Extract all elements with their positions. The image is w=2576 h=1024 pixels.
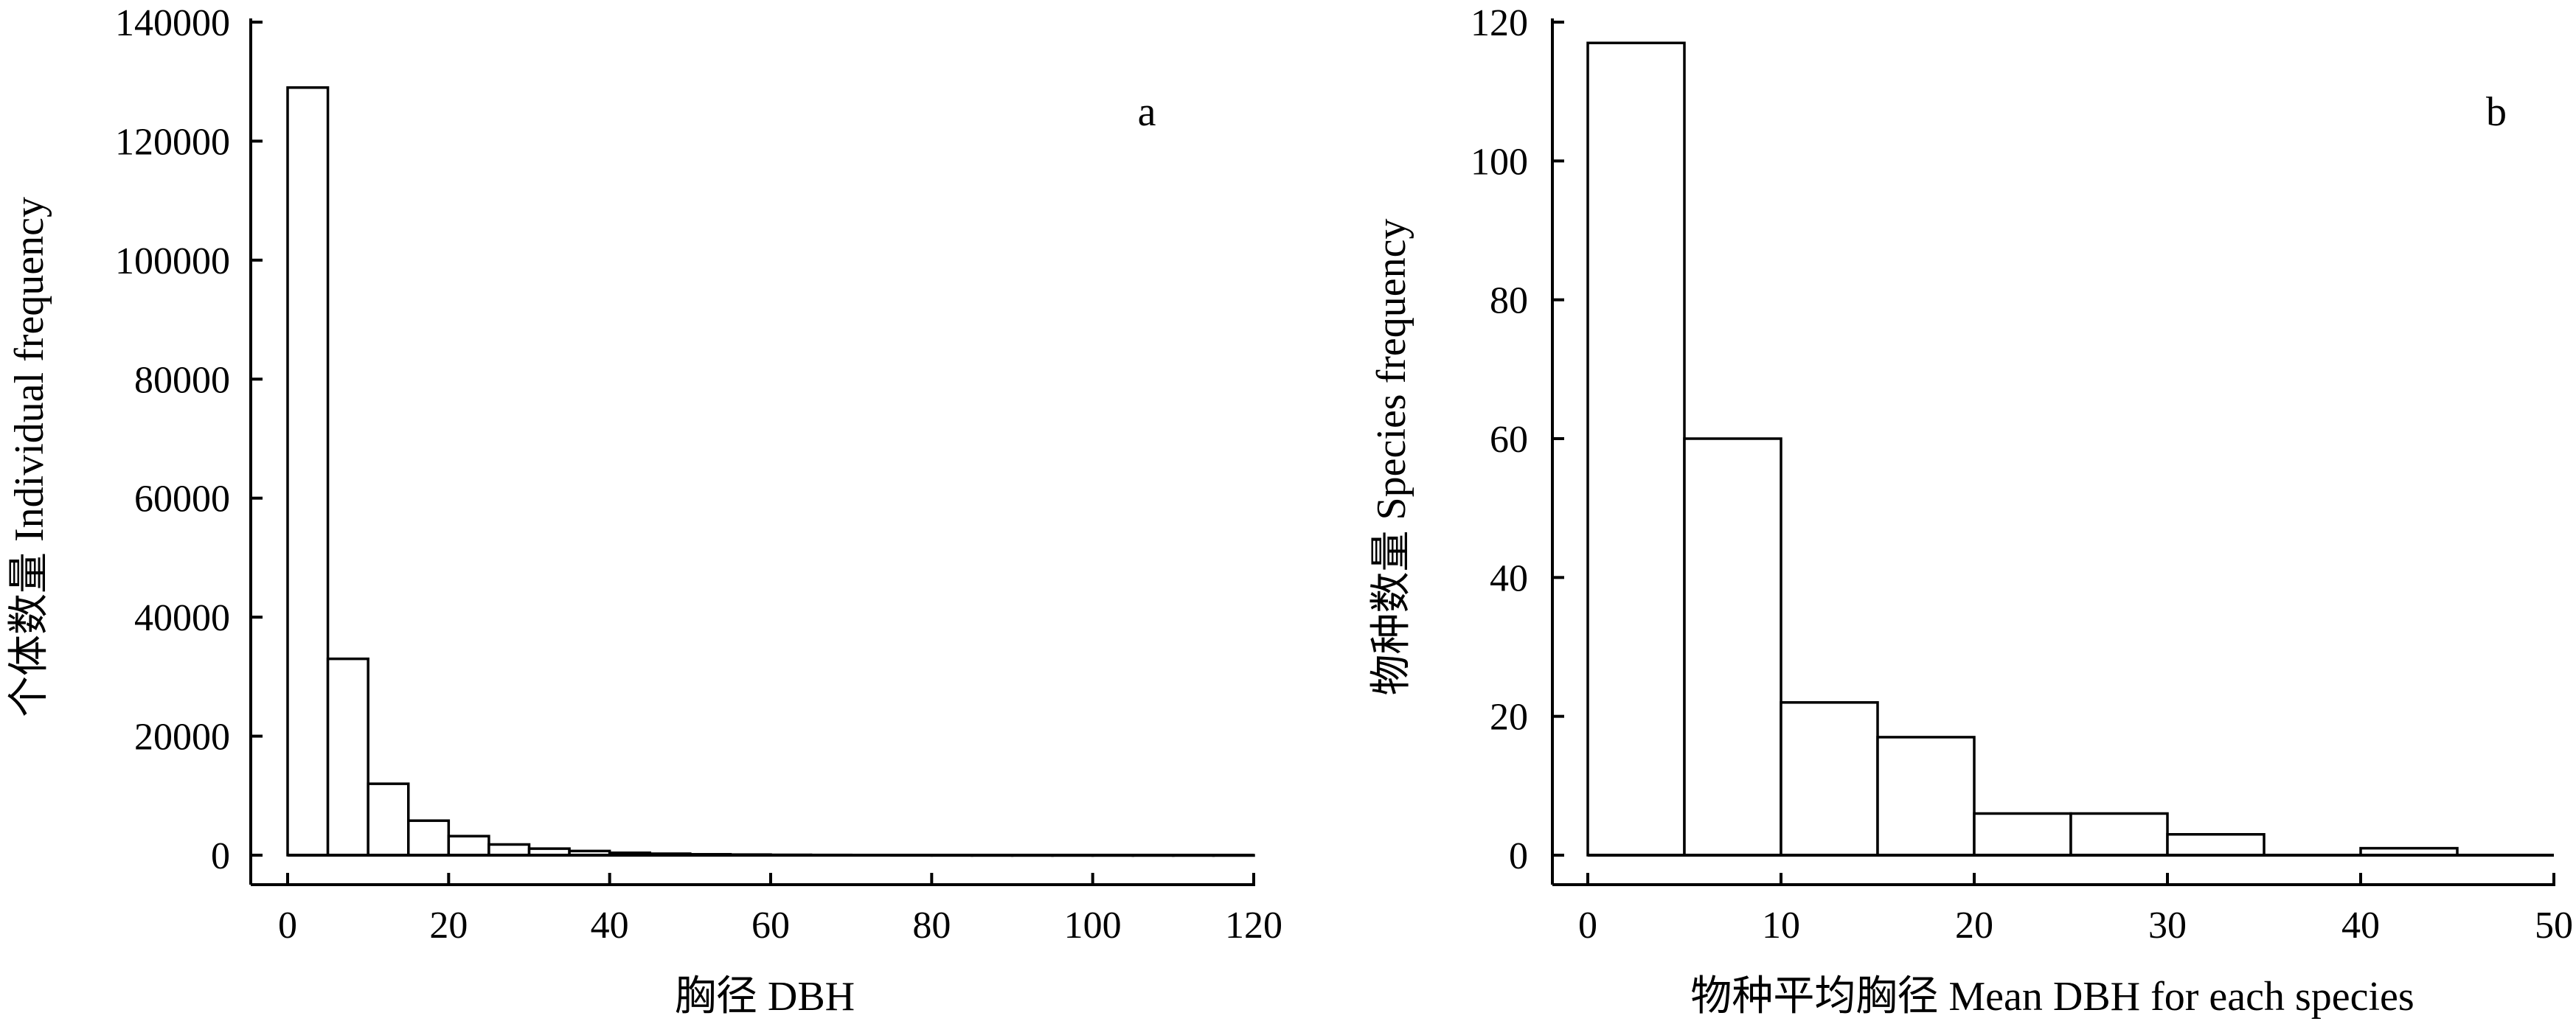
panel-a-bar — [407, 819, 451, 857]
panel-b-bar — [1973, 812, 2072, 857]
panel-b-x-tick-label: 50 — [2535, 905, 2573, 947]
panel-a-y-tick-label: 20000 — [134, 717, 230, 759]
panel-a-bar — [487, 843, 531, 857]
panel-b-bar — [1683, 437, 1782, 857]
panel-a-y-tick-label: 80000 — [134, 359, 230, 401]
panel-b-x-tick-label: 0 — [1578, 905, 1597, 947]
panel-a-x-tick-label: 0 — [278, 905, 297, 947]
panel-b-x-tick-label: 10 — [1762, 905, 1800, 947]
panel-b-y-tick-label: 20 — [1490, 697, 1528, 739]
panel-a-y-ticks: 0 20000 40000 60000 80000 100000 120000 140000 — [115, 2, 263, 877]
panel-a-bar — [367, 782, 410, 857]
panel-b-x-axis-label: 物种平均胸径 Mean DBH for each species — [1690, 974, 2414, 1020]
panel-b-x-tick-label: 40 — [2341, 905, 2380, 947]
panel-a-y-tick-label: 0 — [211, 835, 230, 877]
panel-b-bar — [2069, 812, 2169, 857]
panel-a-x-tick-label: 100 — [1064, 905, 1122, 947]
panel-a-y-axis-label: 个体数量 Individual frequency — [7, 197, 52, 717]
panel-a-x-tick-label: 120 — [1225, 905, 1282, 947]
panel-b-bar — [1780, 701, 1879, 857]
panel-a-bar — [447, 835, 490, 857]
panel-b-y-tick-label: 120 — [1471, 2, 1528, 44]
panel-a-individual-frequency: 0 20 40 60 80 100 120 0 20000 40000 60000 80000 100… — [7, 2, 1282, 1020]
panel-b-y-ticks: 0 20 40 60 80 100 120 — [1471, 2, 1564, 877]
panel-a-y-tick-label: 100000 — [115, 240, 230, 282]
panel-b-bars — [1586, 41, 2554, 857]
panel-b-bar — [1586, 41, 1686, 857]
panel-a-x-axis-label: 胸径 DBH — [675, 974, 855, 1020]
panel-b-y-axis-label: 物种数量 Species frequency — [1369, 219, 1414, 696]
panel-b-bar — [2166, 833, 2266, 857]
panel-b-x-tick-label: 20 — [1955, 905, 1993, 947]
panel-a-x-tick-label: 20 — [429, 905, 468, 947]
panel-a-y-tick-label: 120000 — [115, 121, 230, 163]
panel-b-y-tick-label: 100 — [1471, 141, 1528, 183]
panel-b-y-tick-label: 60 — [1490, 419, 1528, 461]
panel-b-label: b — [2486, 89, 2507, 135]
panel-a-x-tick-label: 60 — [751, 905, 790, 947]
panel-a-label: a — [1138, 89, 1156, 135]
panel-b-x-ticks: 0 10 20 30 40 50 — [1578, 873, 2573, 947]
panel-a-y-tick-label: 60000 — [134, 478, 230, 520]
panel-a-x-ticks: 0 20 40 60 80 100 120 — [278, 873, 1282, 947]
panel-a-bar — [286, 86, 330, 857]
panel-b-y-tick-label: 0 — [1509, 835, 1528, 877]
panel-b-y-tick-label: 40 — [1490, 557, 1528, 599]
panel-b-bar — [1876, 736, 1976, 857]
panel-a-bar — [326, 657, 369, 857]
panel-a-y-tick-label: 40000 — [134, 597, 230, 639]
panel-a-bars — [286, 86, 1255, 857]
panel-a-y-tick-label: 140000 — [115, 2, 230, 44]
panel-b-species-frequency: 0 10 20 30 40 50 0 20 40 60 80 100 120 b 物种平均胸径 Mea… — [1369, 2, 2573, 1020]
panel-a-x-tick-label: 80 — [912, 905, 951, 947]
panel-b-x-tick-label: 30 — [2148, 905, 2187, 947]
panel-b-y-tick-label: 80 — [1490, 280, 1528, 322]
panel-a-x-tick-label: 40 — [591, 905, 629, 947]
